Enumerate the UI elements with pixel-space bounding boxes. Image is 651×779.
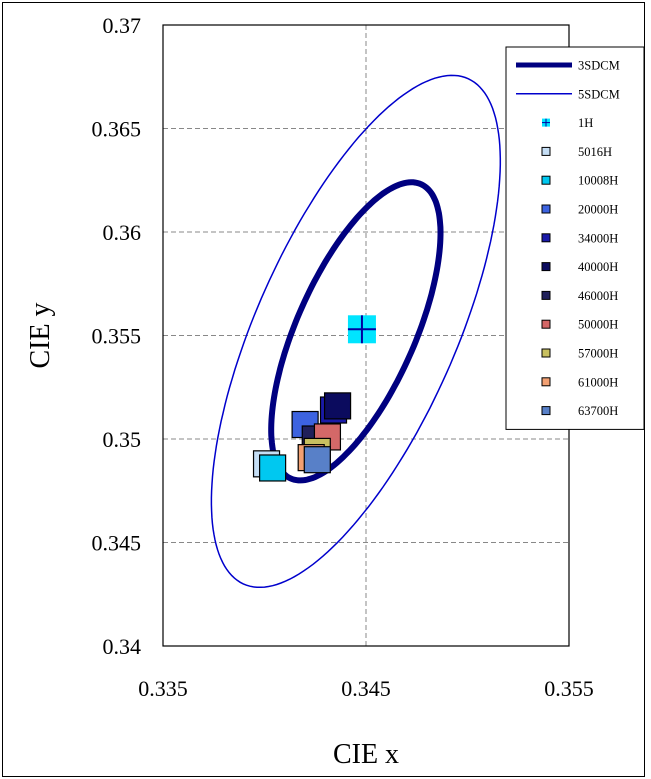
- legend-swatch-10008h: [541, 175, 551, 185]
- point-10008h: [259, 454, 287, 482]
- tick-labels: 0.34 0.345 0.35 0.355 0.36 0.365 0.37 0.335 0.34…: [92, 13, 594, 701]
- y-tick-label: 0.355: [92, 324, 142, 349]
- legend-label: 57000H: [578, 347, 618, 361]
- legend-label: 20000H: [578, 203, 618, 217]
- legend-label: 46000H: [578, 289, 618, 303]
- legend-label: 5SDCM: [578, 87, 620, 101]
- legend-swatch-57000h: [541, 348, 551, 358]
- legend-swatch-46000h: [541, 290, 551, 300]
- legend: 3SDCM 5SDCM 1H 5016H 10008H 20000H 34000H 40000…: [505, 46, 645, 430]
- legend-swatch-63700h: [541, 406, 551, 416]
- y-tick-label: 0.37: [103, 13, 142, 38]
- legend-label: 3SDCM: [578, 59, 620, 73]
- legend-swatch-40000h: [541, 262, 551, 272]
- scatter-chart: 0.34 0.345 0.35 0.355 0.36 0.365 0.37 0.335 0.34…: [25, 13, 645, 770]
- legend-swatch-50000h: [541, 319, 551, 329]
- legend-label: 10008H: [578, 174, 618, 188]
- legend-swatch-5016h: [541, 146, 551, 156]
- point-63700h: [303, 446, 331, 474]
- y-tick-label: 0.345: [92, 531, 142, 556]
- ellipse-3sdcm: [268, 179, 444, 484]
- legend-label: 61000H: [578, 375, 618, 389]
- legend-swatch-20000h: [541, 204, 551, 214]
- y-tick-label: 0.365: [92, 117, 142, 142]
- legend-label: 5016H: [578, 145, 612, 159]
- y-tick-label: 0.36: [103, 220, 142, 245]
- ellipse-5sdcm: [210, 74, 502, 589]
- x-tick-label: 0.335: [138, 676, 188, 701]
- y-tick-label: 0.35: [103, 427, 142, 452]
- x-axis-label: CIE x: [333, 739, 399, 770]
- legend-label: 1H: [578, 116, 593, 130]
- x-tick-label: 0.345: [341, 676, 391, 701]
- sdcm-ellipses: [210, 74, 502, 589]
- x-tick-label: 0.355: [544, 676, 594, 701]
- legend-label: 63700H: [578, 404, 618, 418]
- legend-label: 34000H: [578, 231, 618, 245]
- point-40000h: [323, 392, 352, 420]
- legend-label: 50000H: [578, 318, 618, 332]
- legend-box: [505, 46, 645, 430]
- legend-label: 40000H: [578, 260, 618, 274]
- y-axis-label: CIE y: [25, 302, 56, 368]
- legend-swatch-34000h: [541, 233, 551, 243]
- legend-swatch-61000h: [541, 377, 551, 387]
- y-tick-label: 0.34: [103, 634, 142, 659]
- data-points: [252, 315, 376, 482]
